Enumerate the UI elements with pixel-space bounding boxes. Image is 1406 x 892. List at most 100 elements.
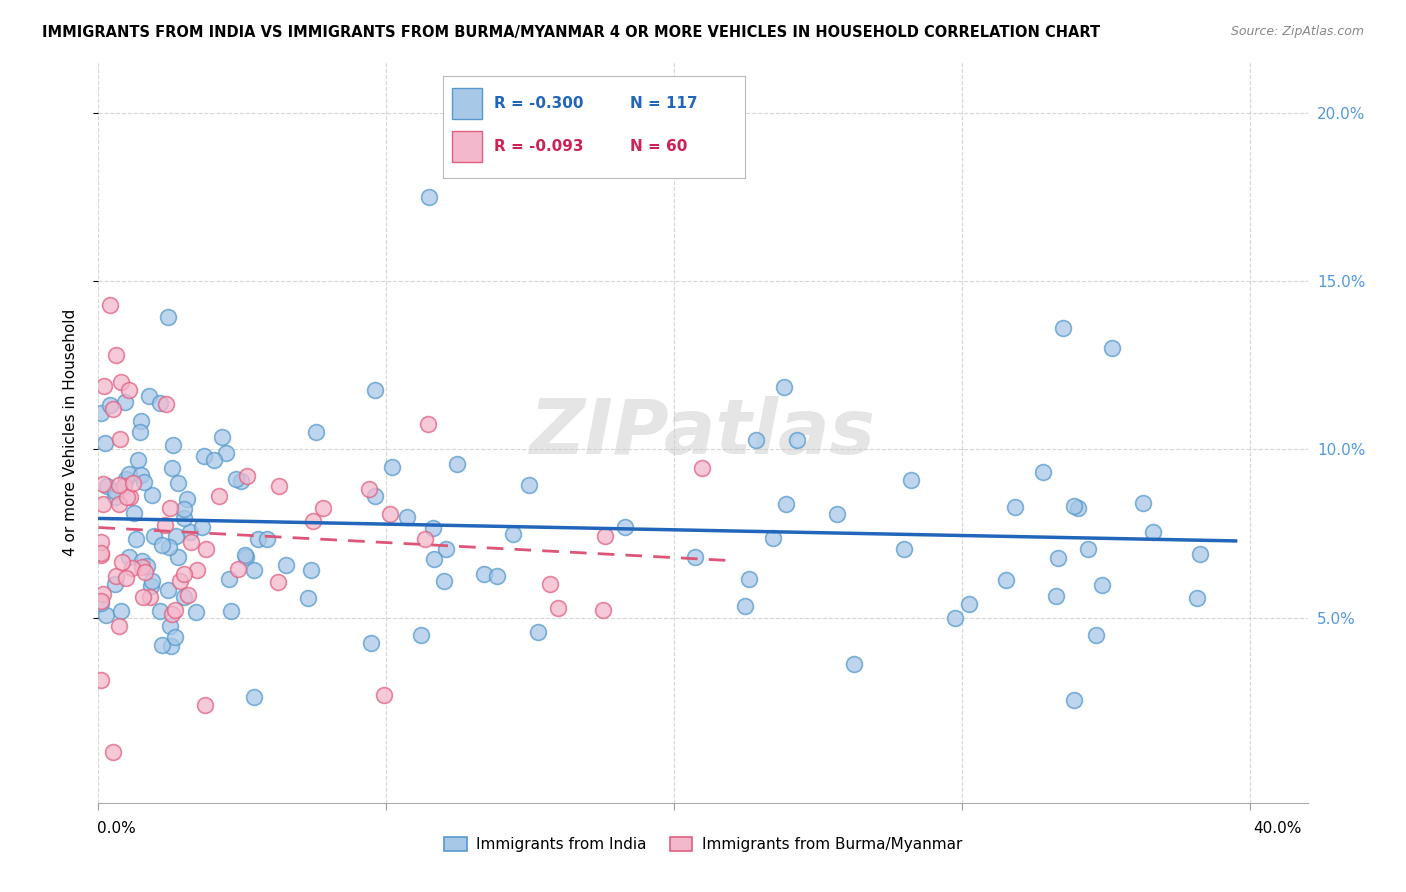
Point	[311, 500, 333, 515]
Point	[173, 591, 195, 605]
Point	[191, 520, 214, 534]
Point	[93, 379, 115, 393]
Point	[433, 574, 456, 588]
Point	[243, 563, 266, 577]
Point	[517, 478, 540, 492]
Point	[547, 600, 569, 615]
Point	[256, 532, 278, 546]
Point	[592, 603, 614, 617]
Point	[115, 491, 138, 505]
Point	[233, 548, 256, 562]
Point	[173, 511, 195, 525]
Text: 40.0%: 40.0%	[1253, 822, 1302, 837]
Point	[893, 542, 915, 557]
Point	[1091, 577, 1114, 591]
Point	[434, 541, 457, 556]
Text: IMMIGRANTS FROM INDIA VS IMMIGRANTS FROM BURMA/MYANMAR 4 OR MORE VEHICLES IN HOU: IMMIGRANTS FROM INDIA VS IMMIGRANTS FROM…	[42, 25, 1101, 40]
Point	[96, 607, 118, 622]
Point	[173, 501, 195, 516]
Point	[142, 529, 165, 543]
Point	[1045, 589, 1067, 603]
Point	[267, 574, 290, 589]
Point	[131, 560, 153, 574]
Point	[157, 540, 180, 554]
Point	[229, 474, 252, 488]
Point	[163, 630, 186, 644]
Point	[690, 460, 713, 475]
Bar	[451, 88, 482, 119]
Point	[416, 417, 439, 431]
Point	[141, 488, 163, 502]
Point	[115, 472, 138, 486]
Point	[131, 554, 153, 568]
Point	[112, 479, 135, 493]
Point	[138, 591, 160, 605]
Y-axis label: 4 or more Vehicles in Household: 4 or more Vehicles in Household	[63, 309, 77, 557]
Point	[128, 425, 150, 439]
Point	[127, 452, 149, 467]
Point	[1101, 342, 1123, 356]
Point	[614, 520, 637, 534]
Point	[243, 690, 266, 704]
Point	[135, 558, 157, 573]
Text: 0.0%: 0.0%	[97, 822, 136, 837]
Point	[301, 514, 323, 528]
Text: ZIPatlas: ZIPatlas	[530, 396, 876, 469]
Point	[120, 491, 142, 505]
Point	[93, 477, 115, 491]
Point	[305, 425, 328, 439]
Point	[149, 395, 172, 409]
Point	[211, 430, 233, 444]
Point	[994, 573, 1017, 587]
Point	[236, 469, 259, 483]
Point	[98, 298, 121, 312]
Text: R = -0.300: R = -0.300	[495, 96, 583, 111]
Point	[775, 497, 797, 511]
Point	[165, 528, 187, 542]
Point	[744, 433, 766, 447]
Point	[117, 550, 139, 565]
Point	[139, 579, 162, 593]
Point	[299, 563, 322, 577]
Point	[297, 591, 319, 605]
Point	[219, 604, 242, 618]
Point	[108, 477, 131, 491]
Point	[152, 538, 174, 552]
Point	[762, 531, 785, 545]
Point	[1004, 500, 1026, 515]
Point	[90, 406, 112, 420]
Point	[90, 596, 112, 610]
Point	[193, 449, 215, 463]
Point	[104, 577, 127, 591]
Point	[395, 510, 418, 524]
Point	[96, 478, 118, 492]
Point	[373, 688, 395, 702]
Bar	[451, 131, 482, 162]
Point	[98, 398, 121, 412]
Point	[773, 379, 796, 393]
Point	[593, 529, 616, 543]
Point	[156, 310, 179, 324]
Point	[150, 638, 173, 652]
Point	[422, 520, 444, 534]
Point	[155, 397, 177, 411]
Point	[90, 673, 112, 688]
Point	[218, 572, 240, 586]
Point	[411, 628, 433, 642]
Point	[1066, 501, 1088, 516]
Point	[149, 604, 172, 618]
Point	[194, 541, 217, 556]
Point	[104, 490, 127, 504]
Point	[114, 394, 136, 409]
Point	[215, 446, 238, 460]
Text: N = 117: N = 117	[630, 96, 697, 111]
Text: N = 60: N = 60	[630, 139, 688, 154]
Point	[738, 573, 761, 587]
Point	[423, 552, 446, 566]
Point	[225, 473, 247, 487]
Point	[957, 598, 980, 612]
Point	[91, 587, 114, 601]
Point	[378, 508, 401, 522]
Point	[1063, 693, 1085, 707]
Point	[943, 611, 966, 625]
